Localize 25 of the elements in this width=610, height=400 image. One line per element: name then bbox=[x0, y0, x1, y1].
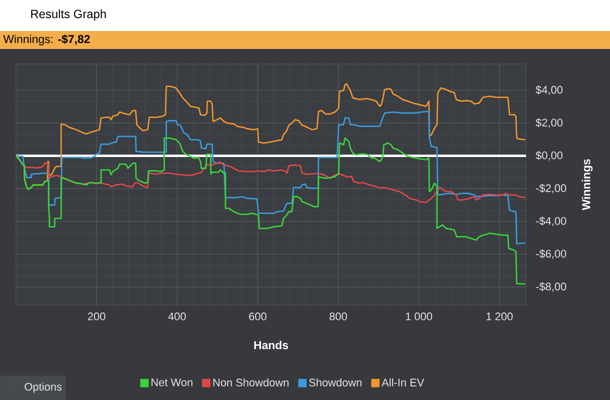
legend-label: All-In EV bbox=[382, 378, 424, 386]
y-tick-label: -$6,00 bbox=[536, 249, 566, 259]
y-axis-title: Winnings bbox=[582, 159, 593, 210]
text: Options bbox=[24, 382, 62, 393]
x-tick-label: 400 bbox=[168, 312, 186, 320]
y-tick-label: $0,00 bbox=[536, 151, 563, 161]
chart-subtitle: Winnings: -$7,82 bbox=[3, 34, 90, 46]
x-axis-title: Hands bbox=[254, 340, 288, 350]
x-tick-label: 1 200 bbox=[486, 312, 513, 320]
y-tick-label: -$4,00 bbox=[536, 216, 566, 226]
legend-label: Non Showdown bbox=[213, 378, 288, 386]
line-series bbox=[16, 137, 526, 285]
x-tick-label: 200 bbox=[88, 312, 106, 320]
chart-title: Results Graph bbox=[31, 9, 106, 21]
x-tick-label: 800 bbox=[330, 312, 347, 320]
x-tick-label: 1 000 bbox=[406, 312, 432, 320]
line-series bbox=[16, 155, 526, 204]
legend-label: Showdown bbox=[309, 378, 362, 386]
x-tick-label: 600 bbox=[249, 312, 266, 320]
y-tick-label: $4,00 bbox=[536, 85, 563, 95]
y-tick-label: -$8,00 bbox=[536, 282, 566, 292]
y-tick-label: -$2,00 bbox=[536, 184, 566, 194]
legend-label: Net Won bbox=[152, 378, 192, 386]
y-tick-label: $2,00 bbox=[536, 118, 563, 128]
line-series bbox=[16, 110, 526, 244]
